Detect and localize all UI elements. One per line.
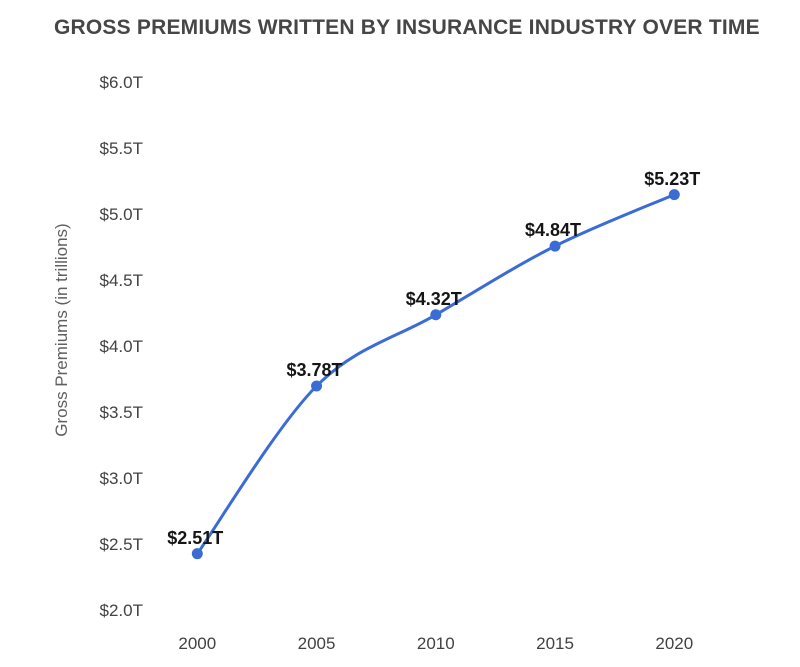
data-point	[549, 240, 561, 252]
data-point	[191, 548, 203, 560]
data-point	[311, 380, 323, 392]
data-point	[430, 309, 442, 321]
x-tick-label: 2005	[297, 634, 336, 653]
data-point-label: $4.84T	[525, 220, 582, 241]
data-point-label: $5.23T	[644, 168, 701, 189]
x-tick-label: 2020	[655, 634, 694, 653]
y-tick-label: $2.0T	[99, 600, 143, 620]
y-tick-label: $2.5T	[99, 534, 143, 554]
y-tick-label: $5.0T	[99, 204, 143, 224]
series-line	[195, 193, 676, 556]
chart-title: GROSS PREMIUMS WRITTEN BY INSURANCE INDU…	[54, 16, 760, 39]
y-tick-label: $4.5T	[99, 270, 143, 290]
x-tick-label: 2000	[178, 634, 217, 653]
data-point	[668, 189, 680, 201]
data-point-label: $3.78T	[286, 360, 343, 381]
x-tick-label: 2010	[416, 634, 455, 653]
y-tick-label: $4.0T	[99, 336, 143, 356]
data-point-label: $4.32T	[405, 288, 462, 309]
y-tick-label: $6.0T	[99, 72, 143, 92]
x-tick-label: 2015	[536, 634, 574, 653]
y-tick-label: $3.0T	[99, 468, 143, 488]
data-point-label: $2.51T	[167, 527, 224, 548]
y-tick-label: $3.5T	[99, 402, 143, 422]
y-tick-label: $5.5T	[99, 138, 143, 158]
